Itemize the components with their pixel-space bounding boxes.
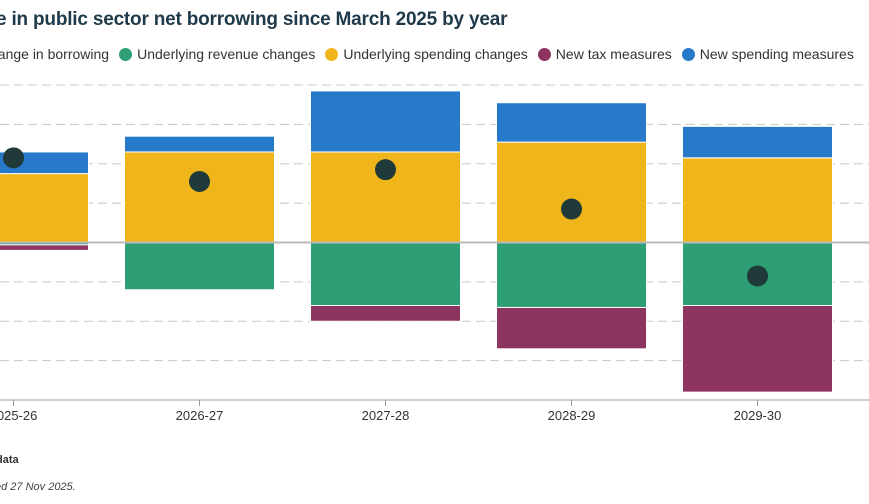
- net-change-point: [747, 265, 768, 287]
- legend-spending-dot: [325, 47, 339, 61]
- net-change-point: [3, 147, 24, 169]
- bar-segment-underlying-revenue-changes: [124, 242, 275, 291]
- bar-segment-new-spending-measures: [310, 90, 461, 153]
- legend-label: New spending measures: [699, 46, 854, 62]
- bar-segment-underlying-revenue-changes: [496, 242, 647, 308]
- legend-item-new-tax[interactable]: New tax measures: [537, 46, 672, 62]
- legend-new-spending-dot: [681, 47, 695, 61]
- legend-label: New tax measures: [555, 46, 672, 62]
- legend-item-new-spending[interactable]: New spending measures: [681, 46, 854, 62]
- chart-title: e in public sector net borrowing since M…: [0, 9, 508, 30]
- legend: hange in borrowing Underlying revenue ch…: [0, 46, 864, 62]
- bar-segment-new-spending-measures: [496, 102, 647, 143]
- net-change-point: [189, 170, 210, 192]
- footnote: ed 27 Nov 2025.: [0, 481, 76, 493]
- bar-segment-underlying-spending-changes: [0, 173, 89, 243]
- net-change-point: [375, 159, 396, 181]
- bar-segment-underlying-spending-changes: [124, 151, 275, 243]
- bar-segment-underlying-spending-changes: [496, 141, 647, 243]
- legend-label: hange in borrowing: [0, 46, 110, 62]
- x-tick-label: 2028-29: [548, 408, 596, 423]
- bar-segment-new-spending-measures: [682, 125, 833, 159]
- legend-item-net-change[interactable]: hange in borrowing: [0, 46, 109, 62]
- x-tick-label: 2025-26: [0, 408, 37, 423]
- bar-segment-new-tax-measures: [310, 305, 461, 322]
- bar-segment-new-tax-measures: [0, 244, 89, 251]
- legend-revenue-dot: [119, 47, 133, 61]
- legend-tax-dot: [537, 47, 551, 61]
- x-tick-label: 2026-27: [176, 408, 224, 423]
- x-tick-label: 2029-30: [734, 408, 782, 423]
- legend-item-underlying-revenue[interactable]: Underlying revenue changes: [119, 46, 315, 62]
- legend-item-underlying-spending[interactable]: Underlying spending changes: [325, 46, 528, 62]
- bar-segment-new-spending-measures: [124, 135, 275, 153]
- x-tick-label: 2027-28: [362, 408, 410, 423]
- bar-segment-new-tax-measures: [496, 306, 647, 350]
- legend-label: Underlying spending changes: [343, 46, 528, 62]
- bar-segment-underlying-spending-changes: [682, 157, 833, 243]
- source-label: data: [0, 454, 19, 466]
- net-change-point: [561, 198, 582, 220]
- bar-segment-new-tax-measures: [682, 305, 833, 393]
- bar-segment-underlying-revenue-changes: [310, 242, 461, 306]
- chart-plot-area: 2025-26 2026-27 2027-28 2028-29 2029-30: [0, 84, 869, 423]
- legend-label: Underlying revenue changes: [137, 46, 316, 62]
